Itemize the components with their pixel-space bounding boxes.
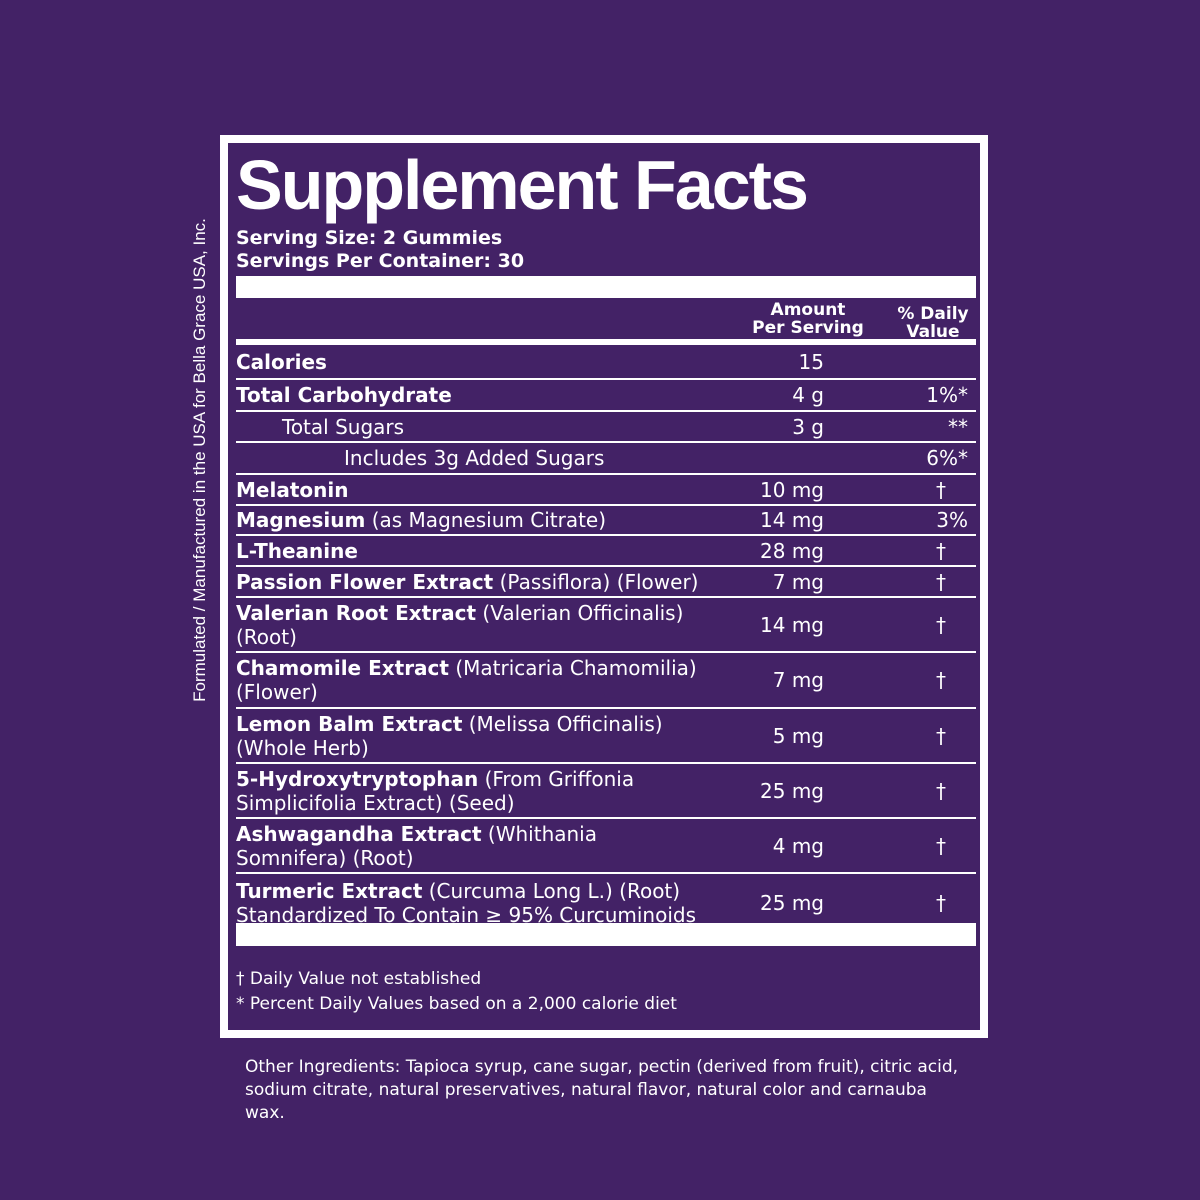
ingredient-name: Lemon Balm Extract (Melissa Officinalis)… (236, 712, 716, 760)
ingredient-detail: (Matricaria Chamomilia) (Flower) (236, 656, 697, 704)
daily-value: 1%* (926, 383, 968, 407)
ingredient-name-bold: L-Theanine (236, 538, 358, 563)
amount-per-serving: 3 g (792, 414, 824, 439)
table-row: Ashwagandha Extract (Whithania Somnifera… (236, 819, 976, 874)
daily-value: 3% (936, 508, 968, 532)
ingredient-name: Ashwagandha Extract (Whithania Somnifera… (236, 822, 716, 870)
amount-per-serving: 25 mg (760, 891, 824, 915)
ingredient-name: Valerian Root Extract (Valerian Officina… (236, 601, 716, 649)
divider-bar-top (236, 276, 976, 298)
ingredient-name: Total Sugars (236, 415, 716, 439)
footnote-asterisk: * Percent Daily Values based on a 2,000 … (236, 994, 677, 1014)
table-row: Valerian Root Extract (Valerian Officina… (236, 598, 976, 653)
ingredient-name-bold: Melatonin (236, 477, 349, 502)
amount-per-serving: 25 mg (760, 778, 824, 803)
divider-bar-bottom (236, 923, 976, 946)
manufacturer-note: Formulated / Manufactured in the USA for… (190, 218, 209, 702)
ingredient-detail: (From Griffonia Simplicifolia Extract) (… (236, 766, 635, 815)
table-row: Passion Flower Extract (Passiflora) (Flo… (236, 567, 976, 598)
table-row: Magnesium (as Magnesium Citrate) 14 mg 3% (236, 506, 976, 536)
ingredient-name-bold: Total Carbohydrate (236, 383, 452, 407)
amount-header-line2: Per Serving (752, 318, 864, 338)
table-row: Chamomile Extract (Matricaria Chamomilia… (236, 653, 976, 709)
amount-per-serving: 14 mg (760, 508, 824, 532)
ingredient-name-bold: Chamomile Extract (236, 656, 449, 680)
amount-per-serving: 4 mg (772, 833, 824, 858)
footnote-dagger: † Daily Value not established (236, 969, 482, 989)
amount-per-serving: 4 g (792, 383, 824, 407)
ingredient-name-bold: Ashwagandha Extract (236, 821, 482, 846)
other-ingredients: Other Ingredients: Tapioca syrup, cane s… (245, 1057, 959, 1123)
daily-value: † (936, 538, 946, 563)
dv-header-line1: % Daily (897, 304, 969, 324)
amount-per-serving: 28 mg (760, 538, 824, 563)
ingredient-name: Total Carbohydrate (236, 383, 716, 407)
ingredient-name: Melatonin (236, 478, 716, 502)
daily-value: † (936, 569, 946, 594)
divider-thick (236, 339, 976, 345)
ingredient-name-bold: Magnesium (236, 508, 366, 532)
amount-per-serving: 10 mg (760, 477, 824, 502)
amount-per-serving: 5 mg (772, 723, 824, 748)
amount-per-serving: 7 mg (772, 668, 824, 692)
ingredient-detail: (Melissa Officinalis) (Whole Herb) (236, 711, 663, 760)
daily-value: † (936, 477, 946, 502)
table-row: L-Theanine 28 mg † (236, 536, 976, 567)
daily-value: ** (948, 414, 968, 439)
ingredient-name: Magnesium (as Magnesium Citrate) (236, 508, 716, 532)
ingredient-name-bold: Turmeric Extract (236, 879, 423, 903)
amount-column-header: Amount Per Serving (738, 301, 878, 337)
serving-size: Serving Size: 2 Gummies (236, 227, 503, 249)
ingredient-name-bold: Lemon Balm Extract (236, 711, 463, 736)
ingredient-name-bold: 5-Hydroxytryptophan (236, 766, 479, 791)
table-row: Calories 15 (236, 346, 976, 380)
dv-column-header: % Daily Value (878, 305, 988, 341)
table-row: Total Carbohydrate 4 g 1%* (236, 380, 976, 412)
table-row: Lemon Balm Extract (Melissa Officinalis)… (236, 709, 976, 764)
ingredient-detail: Total Sugars (282, 414, 405, 439)
ingredient-name: Passion Flower Extract (Passiflora) (Flo… (236, 570, 716, 594)
ingredient-name: Includes 3g Added Sugars (236, 446, 716, 470)
ingredient-name: Turmeric Extract (Curcuma Long L.) (Root… (236, 879, 716, 927)
dv-header-line2: Value (906, 322, 960, 342)
servings-per-container: Servings Per Container: 30 (236, 250, 525, 272)
ingredient-name: 5-Hydroxytryptophan (From Griffonia Simp… (236, 767, 716, 815)
footnotes: † Daily Value not established * Percent … (236, 967, 677, 1017)
ingredient-name-bold: Calories (236, 350, 327, 374)
daily-value: † (936, 668, 946, 692)
ingredient-detail: (as Magnesium Citrate) (365, 508, 607, 532)
daily-value: † (936, 778, 946, 803)
facts-table: Calories 15 Total Carbohydrate 4 g 1%* Total … (236, 346, 976, 932)
ingredient-name: Chamomile Extract (Matricaria Chamomilia… (236, 656, 716, 704)
supplement-facts-panel: Supplement Facts Serving Size: 2 Gummies… (220, 135, 988, 1038)
ingredient-detail: (Whithania Somnifera) (Root) (236, 821, 597, 870)
table-row: Total Sugars 3 g ** (236, 412, 976, 443)
amount-per-serving: 7 mg (772, 569, 824, 594)
ingredient-name: L-Theanine (236, 539, 716, 563)
daily-value: † (936, 723, 946, 748)
ingredient-detail: Includes 3g Added Sugars (344, 446, 605, 470)
panel-title: Supplement Facts (236, 146, 809, 224)
ingredient-name: Calories (236, 350, 716, 374)
amount-per-serving: 14 mg (760, 612, 824, 637)
daily-value: 6%* (926, 446, 968, 470)
table-row: 5-Hydroxytryptophan (From Griffonia Simp… (236, 764, 976, 819)
amount-per-serving: 15 (798, 350, 824, 374)
ingredient-name-bold: Passion Flower Extract (236, 569, 494, 594)
ingredient-detail: (Valerian Officinalis) (Root) (236, 600, 684, 649)
ingredient-name-bold: Valerian Root Extract (236, 600, 477, 625)
serving-info: Serving Size: 2 Gummies Servings Per Con… (236, 227, 524, 273)
table-row: Includes 3g Added Sugars 6%* (236, 443, 976, 475)
amount-header-line1: Amount (770, 300, 846, 320)
daily-value: † (936, 612, 946, 637)
ingredient-detail: (Passiflora) (Flower) (493, 569, 699, 594)
daily-value: † (936, 833, 946, 858)
daily-value: † (936, 891, 946, 915)
table-row: Melatonin 10 mg † (236, 475, 976, 506)
